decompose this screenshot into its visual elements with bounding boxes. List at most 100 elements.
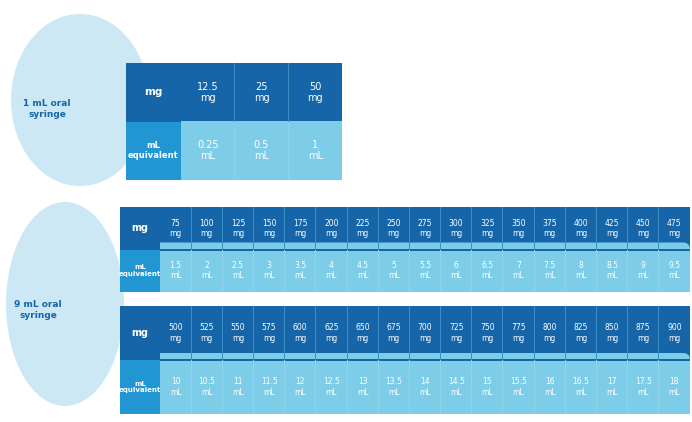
Bar: [658, 249, 659, 292]
Bar: [222, 306, 223, 360]
Bar: [534, 207, 535, 249]
Text: 175
mg: 175 mg: [293, 219, 307, 238]
Text: 6
mL: 6 mL: [450, 261, 462, 280]
Text: 2.5
mL: 2.5 mL: [232, 261, 244, 280]
Text: 675
mg: 675 mg: [387, 324, 401, 343]
Text: mg: mg: [131, 328, 149, 338]
Text: 14.5
mL: 14.5 mL: [448, 377, 464, 397]
Text: 800
mg: 800 mg: [543, 324, 557, 343]
Text: 75
mg: 75 mg: [170, 219, 182, 238]
Bar: [191, 306, 192, 360]
Text: 2
mL: 2 mL: [201, 261, 212, 280]
Bar: [596, 360, 597, 414]
Bar: [191, 249, 192, 292]
Bar: [120, 249, 160, 292]
Text: 18
mL: 18 mL: [668, 377, 680, 397]
FancyBboxPatch shape: [126, 63, 342, 180]
Text: 400
mg: 400 mg: [574, 219, 588, 238]
Text: mL
equivalent: mL equivalent: [119, 264, 161, 277]
Bar: [627, 249, 628, 292]
Bar: [658, 306, 659, 360]
Bar: [658, 207, 659, 249]
Text: 9
mL: 9 mL: [637, 261, 649, 280]
Bar: [253, 207, 254, 249]
Text: 350
mg: 350 mg: [511, 219, 526, 238]
Text: 17.5
mL: 17.5 mL: [635, 377, 652, 397]
Text: 1 mL oral
syringe: 1 mL oral syringe: [24, 100, 71, 119]
Bar: [284, 360, 285, 414]
Bar: [440, 306, 441, 360]
Text: 8
mL: 8 mL: [575, 261, 587, 280]
Text: 0.5
mL: 0.5 mL: [254, 140, 269, 161]
Bar: [284, 207, 285, 249]
Bar: [127, 306, 683, 414]
Text: 100
mg: 100 mg: [199, 219, 214, 238]
Text: 4.5
mL: 4.5 mL: [356, 261, 369, 280]
Bar: [565, 207, 566, 249]
Bar: [127, 207, 683, 292]
Text: 625
mg: 625 mg: [325, 324, 338, 343]
Text: 16
mL: 16 mL: [544, 377, 556, 397]
Text: 0.25
mL: 0.25 mL: [197, 140, 219, 161]
Text: 650
mg: 650 mg: [355, 324, 370, 343]
Text: 475
mg: 475 mg: [667, 219, 682, 238]
Text: 600
mg: 600 mg: [293, 324, 308, 343]
FancyBboxPatch shape: [120, 207, 690, 292]
Text: 13.5
mL: 13.5 mL: [385, 377, 402, 397]
Text: 875
mg: 875 mg: [636, 324, 650, 343]
Bar: [127, 249, 683, 292]
Bar: [120, 207, 160, 249]
Text: 900
mg: 900 mg: [667, 324, 682, 343]
Text: 500
mg: 500 mg: [168, 324, 183, 343]
Bar: [222, 207, 223, 249]
Text: 8.5
mL: 8.5 mL: [606, 261, 618, 280]
Text: 550
mg: 550 mg: [230, 324, 245, 343]
Bar: [191, 207, 192, 249]
Bar: [126, 121, 342, 122]
Ellipse shape: [11, 14, 149, 186]
Bar: [565, 249, 566, 292]
Text: 725
mg: 725 mg: [449, 324, 464, 343]
Bar: [288, 63, 289, 122]
Bar: [222, 360, 223, 414]
Bar: [378, 207, 379, 249]
Bar: [440, 249, 441, 292]
Text: 9.5
mL: 9.5 mL: [668, 261, 680, 280]
Bar: [471, 207, 472, 249]
Bar: [253, 249, 254, 292]
Bar: [565, 360, 566, 414]
Text: mg: mg: [131, 223, 149, 233]
Bar: [502, 306, 504, 360]
Bar: [222, 249, 223, 292]
Bar: [120, 306, 690, 360]
Bar: [120, 306, 160, 360]
Bar: [471, 360, 472, 414]
Bar: [120, 360, 160, 414]
Text: 150
mg: 150 mg: [262, 219, 276, 238]
Text: 17
mL: 17 mL: [606, 377, 618, 397]
Bar: [627, 306, 628, 360]
Bar: [596, 306, 597, 360]
Text: 13
mL: 13 mL: [357, 377, 368, 397]
Text: 450
mg: 450 mg: [636, 219, 650, 238]
Text: 825
mg: 825 mg: [574, 324, 588, 343]
Bar: [284, 249, 285, 292]
FancyBboxPatch shape: [120, 306, 690, 414]
Bar: [627, 360, 628, 414]
Text: 225
mg: 225 mg: [356, 219, 370, 238]
Bar: [126, 122, 181, 180]
Bar: [502, 360, 504, 414]
Bar: [409, 306, 410, 360]
Bar: [658, 360, 659, 414]
Bar: [440, 207, 441, 249]
Text: 300
mg: 300 mg: [449, 219, 464, 238]
Bar: [502, 207, 504, 249]
Text: 16.5
mL: 16.5 mL: [572, 377, 590, 397]
Bar: [288, 122, 289, 180]
Text: 50
mg: 50 mg: [307, 81, 323, 103]
Bar: [502, 249, 504, 292]
Bar: [253, 360, 254, 414]
Bar: [126, 121, 342, 122]
Bar: [234, 63, 235, 122]
Ellipse shape: [6, 202, 124, 406]
